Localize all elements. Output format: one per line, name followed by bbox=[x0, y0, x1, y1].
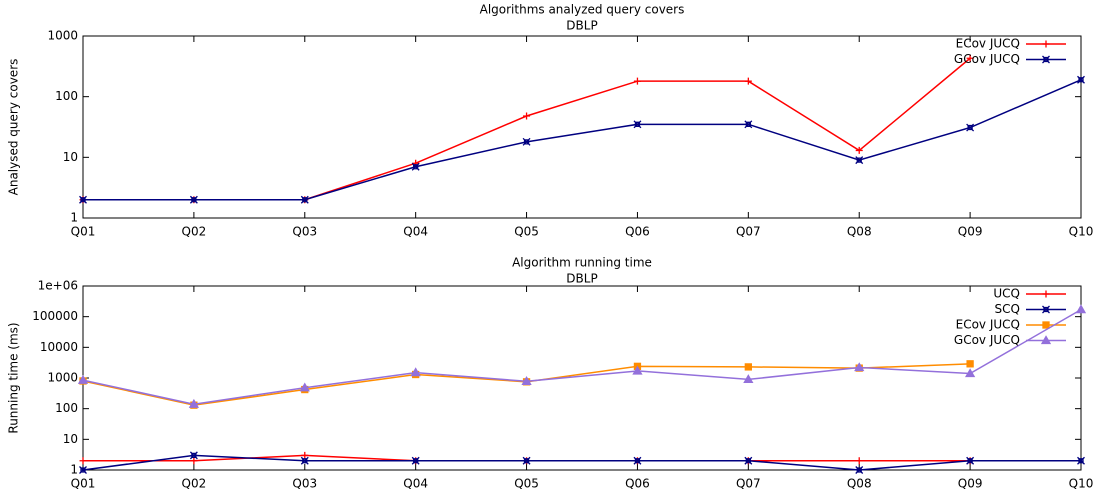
marker bbox=[744, 456, 753, 465]
y-tick-label: 1 bbox=[70, 211, 78, 225]
marker bbox=[410, 367, 421, 377]
plot-frame bbox=[82, 35, 1082, 219]
marker bbox=[412, 159, 420, 167]
y-tick-label: 1000 bbox=[47, 371, 78, 385]
series-line bbox=[83, 79, 1082, 201]
x-tick-label: Q01 bbox=[71, 225, 96, 239]
marker bbox=[855, 457, 863, 465]
chart-subtitle: DBLP bbox=[566, 19, 597, 33]
marker bbox=[966, 360, 974, 368]
y-axis-label: Running time (ms) bbox=[7, 322, 21, 433]
marker bbox=[633, 77, 641, 85]
marker bbox=[1042, 321, 1050, 329]
legend-label: ECov JUCQ bbox=[956, 37, 1020, 51]
y-tick-label: 10000 bbox=[40, 340, 78, 354]
marker bbox=[523, 112, 531, 120]
series-line bbox=[82, 308, 1082, 405]
marker bbox=[77, 374, 89, 384]
x-tick-label: Q10 bbox=[1069, 477, 1094, 491]
marker bbox=[744, 120, 753, 129]
x-tick-label: Q04 bbox=[403, 225, 428, 239]
marker bbox=[743, 374, 754, 384]
marker bbox=[1077, 456, 1085, 465]
marker bbox=[411, 456, 420, 465]
x-tick-label: Q05 bbox=[514, 225, 539, 239]
y-axis-label: Analysed query covers bbox=[7, 59, 21, 196]
plot-frame bbox=[82, 285, 1082, 471]
x-tick-label: Q04 bbox=[403, 477, 428, 491]
marker bbox=[1042, 40, 1050, 48]
marker bbox=[854, 362, 865, 372]
x-tick-label: Q08 bbox=[847, 225, 872, 239]
legend-label: ECov JUCQ bbox=[956, 318, 1020, 332]
marker bbox=[966, 123, 975, 132]
y-tick-label: 10 bbox=[63, 150, 78, 164]
chart-subtitle: DBLP bbox=[566, 272, 597, 286]
marker bbox=[1040, 335, 1052, 345]
x-tick-label: Q06 bbox=[625, 225, 650, 239]
marker bbox=[299, 382, 310, 392]
y-tick-label: 1000 bbox=[47, 29, 78, 43]
y-tick-label: 100 bbox=[55, 89, 78, 103]
marker bbox=[411, 162, 420, 171]
marker bbox=[522, 137, 531, 146]
legend-label: GCov JUCQ bbox=[954, 333, 1020, 347]
series-line bbox=[83, 57, 971, 201]
marker bbox=[964, 368, 976, 378]
marker bbox=[190, 457, 198, 465]
marker bbox=[300, 456, 309, 465]
marker bbox=[855, 146, 863, 154]
marker bbox=[301, 451, 309, 459]
marker bbox=[966, 54, 974, 62]
marker bbox=[632, 365, 643, 375]
legend-label: UCQ bbox=[993, 287, 1020, 301]
x-tick-label: Q02 bbox=[182, 477, 207, 491]
marker bbox=[189, 451, 198, 460]
y-tick-label: 100000 bbox=[32, 309, 78, 323]
marker bbox=[744, 77, 752, 85]
marker bbox=[300, 195, 309, 204]
marker bbox=[522, 456, 531, 465]
marker bbox=[79, 195, 87, 204]
x-tick-label: Q06 bbox=[625, 477, 650, 491]
y-tick-label: 1 bbox=[70, 463, 78, 477]
marker bbox=[855, 466, 864, 474]
y-tick-label: 1e+06 bbox=[38, 279, 78, 293]
marker bbox=[188, 398, 200, 408]
legend-label: SCQ bbox=[995, 302, 1020, 316]
marker bbox=[79, 466, 87, 474]
chart-title: Algorithm running time bbox=[512, 256, 652, 270]
marker bbox=[855, 156, 864, 165]
marker bbox=[1077, 75, 1085, 84]
marker bbox=[966, 456, 975, 465]
x-tick-label: Q03 bbox=[292, 477, 317, 491]
marker bbox=[1075, 304, 1087, 314]
x-tick-label: Q10 bbox=[1069, 225, 1094, 239]
marker bbox=[1042, 290, 1050, 298]
marker bbox=[1042, 55, 1050, 64]
x-tick-label: Q09 bbox=[958, 225, 983, 239]
legend-label: GCov JUCQ bbox=[954, 52, 1020, 66]
marker bbox=[744, 363, 752, 371]
marker bbox=[189, 195, 198, 204]
y-tick-label: 10 bbox=[63, 432, 78, 446]
chart-title: Algorithms analyzed query covers bbox=[480, 3, 685, 17]
x-tick-label: Q02 bbox=[182, 225, 207, 239]
x-tick-label: Q03 bbox=[292, 225, 317, 239]
marker bbox=[1042, 305, 1050, 314]
x-tick-label: Q07 bbox=[736, 225, 761, 239]
x-tick-label: Q09 bbox=[958, 477, 983, 491]
marker bbox=[79, 457, 87, 465]
x-tick-label: Q07 bbox=[736, 477, 761, 491]
x-tick-label: Q01 bbox=[71, 477, 96, 491]
y-tick-label: 100 bbox=[55, 401, 78, 415]
series-line bbox=[82, 454, 1081, 471]
x-tick-label: Q08 bbox=[847, 477, 872, 491]
marker bbox=[633, 120, 642, 129]
x-tick-label: Q05 bbox=[514, 477, 539, 491]
marker bbox=[521, 375, 532, 385]
marker bbox=[633, 456, 642, 465]
